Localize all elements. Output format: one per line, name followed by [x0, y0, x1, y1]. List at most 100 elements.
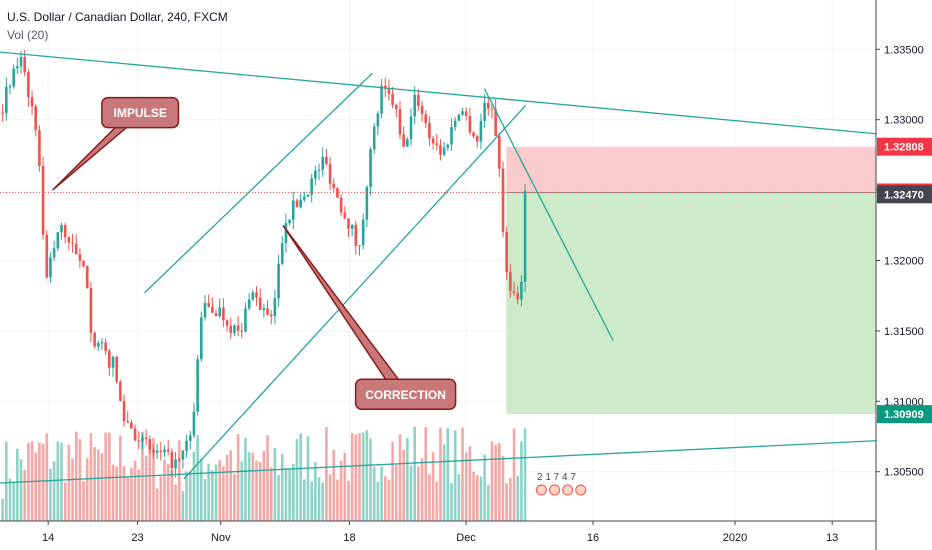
- event-flags: 2 1 7 4 7: [537, 472, 576, 483]
- candle-body: [166, 449, 170, 452]
- candle-body: [247, 299, 251, 309]
- candle-body: [336, 188, 339, 198]
- volume-bar: [200, 458, 203, 521]
- volume-bar: [163, 459, 166, 521]
- volume-bar: [343, 452, 347, 521]
- volume-bar: [431, 452, 435, 521]
- candle-body: [130, 422, 133, 429]
- candle-body: [255, 292, 258, 298]
- candle-body: [141, 437, 144, 442]
- candle-body: [63, 224, 67, 238]
- volume-bar: [365, 430, 369, 521]
- candle-body: [512, 290, 516, 294]
- volume-bar: [523, 428, 527, 521]
- volume-bar: [516, 475, 520, 521]
- volume-bar: [71, 458, 74, 521]
- volume-bar: [67, 444, 71, 521]
- stop-loss-zone: [506, 146, 876, 193]
- volume-bar: [8, 478, 12, 521]
- volume-bar: [130, 467, 133, 521]
- candle-body: [181, 450, 185, 460]
- candle-body: [332, 183, 336, 189]
- volume-bar: [152, 437, 155, 521]
- volume-bar: [284, 467, 288, 521]
- candle-body: [174, 459, 177, 469]
- volume-bar: [188, 471, 192, 521]
- candle-body: [498, 135, 501, 169]
- volume-bar: [93, 447, 96, 521]
- candle-body: [78, 254, 82, 261]
- candle-body: [214, 313, 218, 317]
- volume-bar: [233, 474, 236, 521]
- volume-bar: [85, 458, 89, 521]
- candle-body: [16, 66, 19, 69]
- candle-body: [244, 308, 247, 332]
- volume-bar: [262, 450, 266, 521]
- volume-bar: [350, 433, 354, 521]
- candle-body: [23, 57, 27, 73]
- volume-bar: [310, 481, 313, 521]
- candle-body: [280, 243, 284, 264]
- candle-body: [516, 293, 520, 300]
- candle-body: [222, 307, 225, 321]
- candle-body: [240, 330, 244, 332]
- volume-bar: [111, 464, 115, 521]
- callout-text: IMPULSE: [113, 106, 166, 120]
- volume-bar: [74, 431, 78, 521]
- candle-body: [483, 102, 486, 121]
- candle-body: [461, 111, 464, 115]
- candle-body: [96, 343, 100, 347]
- volume-bar: [505, 483, 508, 521]
- candle-body: [494, 109, 497, 136]
- price-label-tag: [877, 137, 932, 156]
- channel-upper-line: [144, 72, 373, 294]
- volume-bar: [512, 428, 516, 521]
- candle-body: [314, 170, 317, 179]
- volume-bar: [490, 441, 494, 521]
- volume-bar: [60, 442, 63, 521]
- candle-body: [148, 439, 152, 450]
- candle-body: [41, 166, 45, 235]
- volume-bar: [203, 479, 207, 521]
- volume-bar: [96, 449, 100, 521]
- candle-body: [200, 317, 203, 360]
- volume-bar: [225, 454, 229, 521]
- volume-bar: [159, 476, 163, 521]
- volume-bar: [321, 482, 325, 521]
- candle-body: [376, 113, 380, 127]
- candle-body: [170, 451, 174, 469]
- volume-bar: [468, 446, 472, 521]
- candle-body: [383, 85, 387, 89]
- event-marker-icon: [535, 484, 547, 496]
- candle-body: [273, 298, 277, 317]
- candle-body: [295, 200, 299, 208]
- candle-body: [310, 178, 313, 195]
- candle-body: [490, 108, 494, 110]
- candle-body: [5, 86, 8, 114]
- candle-body: [343, 212, 347, 219]
- candle-body: [229, 325, 233, 334]
- candle-body: [111, 356, 115, 368]
- projection-line: [483, 88, 614, 342]
- candle-body: [38, 130, 41, 167]
- candle-body: [100, 342, 104, 344]
- candle-body: [211, 306, 214, 314]
- time-tick-label: 2020: [723, 532, 747, 544]
- volume-bar: [273, 447, 277, 521]
- volume-bar: [280, 454, 284, 521]
- candle-body: [372, 126, 376, 150]
- candle-body: [299, 199, 302, 208]
- volume-bar: [211, 470, 214, 521]
- volume-bar: [299, 433, 302, 521]
- volume-bar: [119, 435, 122, 521]
- volume-bar: [354, 434, 358, 521]
- candle-body: [137, 440, 141, 442]
- volume-bar: [395, 464, 398, 521]
- candle-body: [406, 139, 409, 147]
- volume-bar: [222, 466, 225, 521]
- candle-body: [60, 224, 63, 233]
- candle-body: [71, 242, 74, 244]
- callout-box: [101, 96, 180, 129]
- candle-body: [67, 237, 71, 243]
